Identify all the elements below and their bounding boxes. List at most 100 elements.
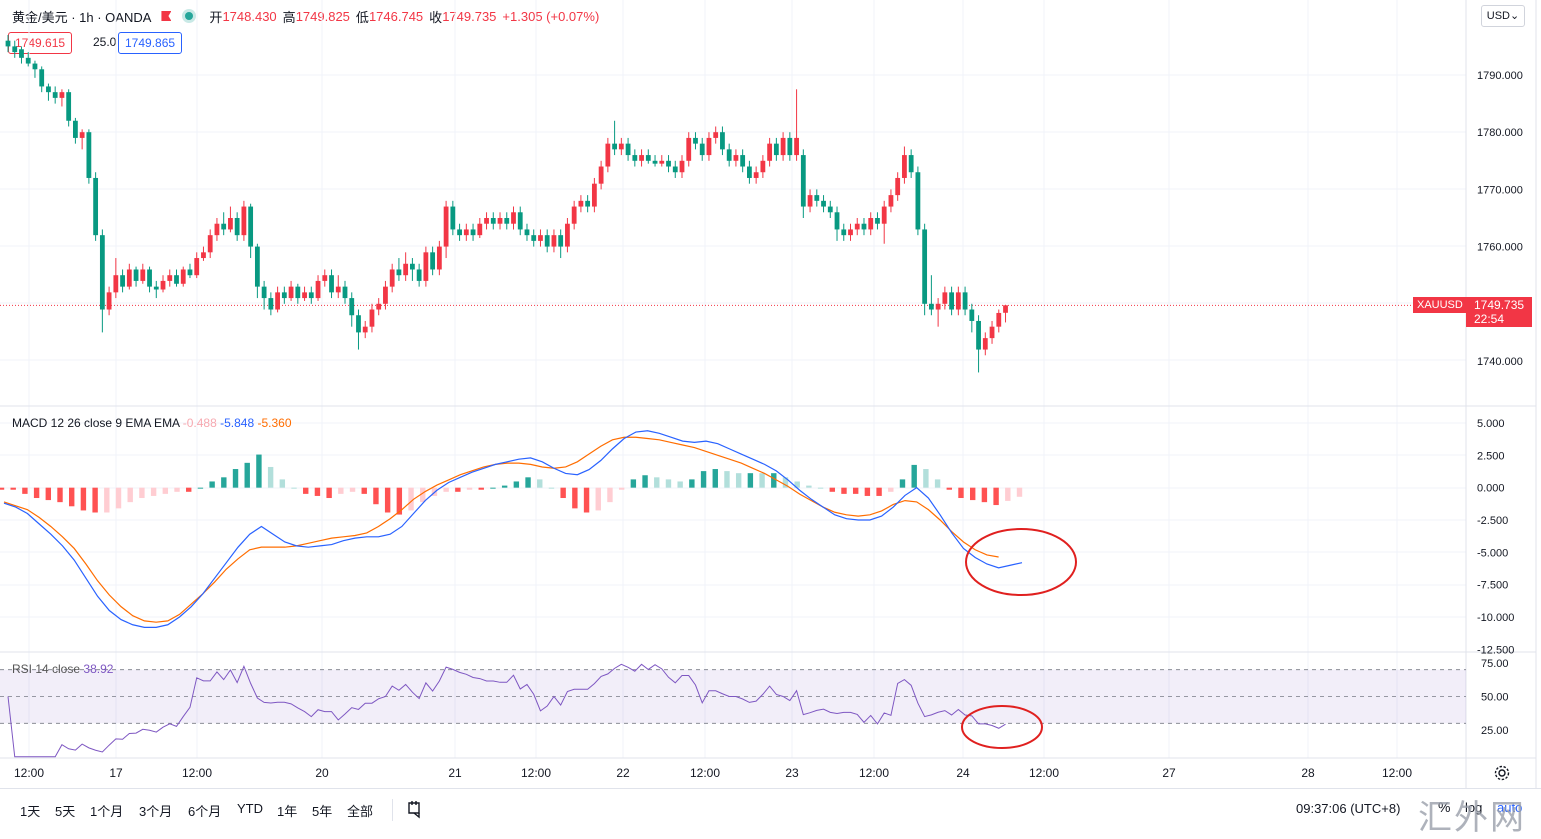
range-1m[interactable]: 1个月 xyxy=(90,804,124,819)
macd-bar xyxy=(139,487,145,499)
candle-body xyxy=(976,320,981,350)
range-all[interactable]: 全部 xyxy=(347,804,374,819)
candle-body xyxy=(106,292,112,310)
time-tick: 17 xyxy=(109,766,123,780)
log-scale-toggle[interactable]: log xyxy=(1465,800,1483,815)
macd-bar xyxy=(197,487,204,489)
candle-body xyxy=(423,252,429,281)
macd-tick: 0.000 xyxy=(1477,483,1505,495)
time-tick: 27 xyxy=(1162,766,1176,780)
candle-body xyxy=(214,223,220,236)
range-1y[interactable]: 1年 xyxy=(277,804,298,819)
macd-bar xyxy=(490,487,496,489)
macd-bar xyxy=(888,487,894,492)
candle-body xyxy=(645,155,651,161)
candle-body xyxy=(167,275,173,281)
range-1d[interactable]: 1天 xyxy=(20,804,41,819)
macd-bar xyxy=(864,487,871,496)
candle-body xyxy=(12,46,18,53)
macd-bar xyxy=(794,481,800,488)
high-label: 高 xyxy=(282,9,296,25)
candle-body xyxy=(99,235,105,310)
buy-button[interactable]: 1749.865 xyxy=(118,32,183,54)
macd-bar xyxy=(314,487,321,496)
macd-bar xyxy=(10,487,16,490)
macd-histogram xyxy=(0,454,1023,515)
candle-body xyxy=(625,143,631,156)
macd-legend[interactable]: MACD 12 26 close 9 EMA EMA -0.488 -5.848… xyxy=(12,416,292,430)
candle-body xyxy=(261,286,267,299)
candle-body xyxy=(356,315,361,333)
macd-bar xyxy=(817,487,824,489)
candle-body xyxy=(605,143,611,167)
macd-bar xyxy=(934,479,941,488)
macd-lines xyxy=(3,430,1023,628)
candle-body xyxy=(848,229,853,236)
time-axis[interactable]: 12:00 17 12:00 20 21 12:00 22 12:00 23 12:00 24 12:… xyxy=(14,766,1412,780)
candle-body xyxy=(147,269,152,287)
goto-date-icon[interactable] xyxy=(406,798,426,820)
macd-bar xyxy=(525,477,531,488)
candle-body xyxy=(248,206,254,247)
macd-bar xyxy=(700,471,707,488)
macd-bar xyxy=(852,487,859,494)
candle-body xyxy=(59,92,65,98)
macd-bar xyxy=(256,454,262,488)
candle-body xyxy=(207,235,213,253)
grid-lines xyxy=(0,0,1466,758)
candle-body xyxy=(174,275,179,284)
candle-body xyxy=(571,206,577,224)
candle-body xyxy=(949,292,954,310)
candle-body xyxy=(403,263,409,276)
flag-icon[interactable] xyxy=(161,11,172,21)
candle-body xyxy=(153,286,159,290)
macd-bar xyxy=(572,487,578,509)
candle-body xyxy=(25,57,31,64)
range-5d[interactable]: 5天 xyxy=(55,804,76,819)
candle-body xyxy=(484,218,489,224)
time-tick: 12:00 xyxy=(14,766,44,780)
candle-body xyxy=(699,143,705,156)
macd-bar xyxy=(782,477,789,488)
candle-body xyxy=(234,218,240,236)
macd-bar xyxy=(57,487,63,503)
auto-scale-toggle[interactable]: auto xyxy=(1497,800,1523,815)
candle-body xyxy=(875,218,880,224)
candle-body xyxy=(538,235,543,241)
macd-bar xyxy=(607,487,613,503)
gear-icon[interactable] xyxy=(1493,764,1511,782)
macd-bar xyxy=(338,487,344,494)
percent-scale-toggle[interactable]: % xyxy=(1438,799,1451,815)
candle-body xyxy=(180,269,186,284)
range-6m[interactable]: 6个月 xyxy=(188,804,222,819)
candle-body xyxy=(814,195,820,201)
currency-button[interactable]: USD⌄ xyxy=(1481,5,1525,27)
range-3m[interactable]: 3个月 xyxy=(139,804,173,819)
candle-body xyxy=(254,246,260,287)
macd-bar xyxy=(303,487,309,494)
candle-body xyxy=(511,212,516,224)
chart-canvas[interactable]: 1790.000 1780.000 1770.000 1760.000 1740.000… xyxy=(0,0,1541,788)
time-tick: 12:00 xyxy=(859,766,889,780)
macd-tick: 2.500 xyxy=(1477,450,1505,462)
range-ytd[interactable]: YTD xyxy=(237,801,263,816)
candle-body xyxy=(895,177,901,196)
candle-body xyxy=(73,120,78,138)
candle-body xyxy=(915,172,921,230)
macd-bar xyxy=(689,479,695,488)
candle-body xyxy=(531,235,537,241)
watermark-logo: 汇外网 xyxy=(1418,798,1526,838)
macd-bar xyxy=(174,487,180,492)
clock-timezone[interactable]: 09:37:06 (UTC+8) xyxy=(1296,801,1401,816)
candle-body xyxy=(652,160,658,164)
candle-body xyxy=(349,298,355,316)
highlight-ellipse xyxy=(965,528,1077,596)
rsi-legend[interactable]: RSI 14 close 38.92 xyxy=(12,662,113,676)
candle-body xyxy=(470,229,476,236)
macd-bar xyxy=(150,487,157,496)
range-5y[interactable]: 5年 xyxy=(312,804,333,819)
time-tick: 28 xyxy=(1301,766,1315,780)
price-axis[interactable]: 1790.000 1780.000 1770.000 1760.000 1740.000… xyxy=(1477,70,1523,737)
candle-body xyxy=(551,235,557,247)
symbol-title[interactable]: 黄金/美元 · 1h · OANDA xyxy=(12,9,152,25)
